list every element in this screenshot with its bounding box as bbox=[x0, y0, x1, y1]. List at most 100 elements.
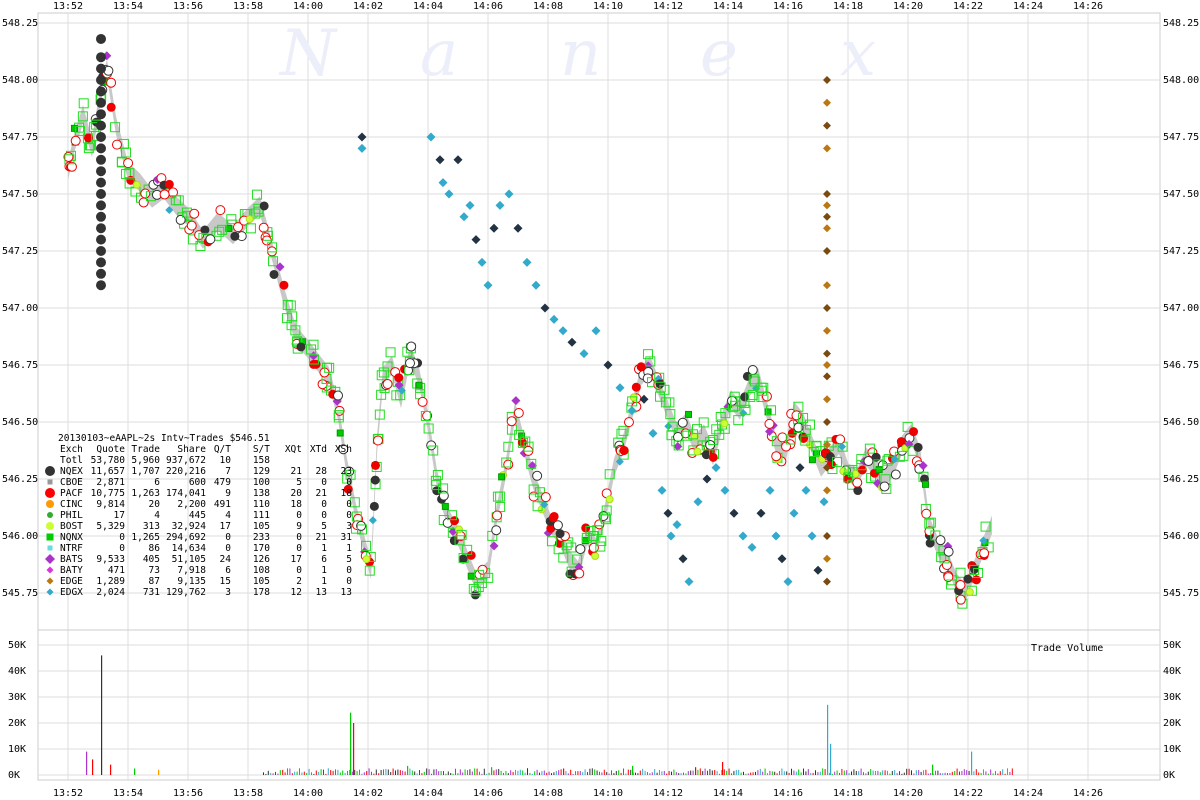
volume-bar bbox=[541, 771, 543, 775]
trade-mark bbox=[804, 419, 815, 430]
quote-mark bbox=[666, 531, 676, 541]
volume-bar bbox=[510, 770, 512, 775]
y-tick-label: 545.75 bbox=[1163, 588, 1199, 599]
volume-bar bbox=[479, 771, 480, 775]
quote-mark bbox=[823, 440, 831, 449]
trade-mark bbox=[513, 407, 524, 418]
trade-mark bbox=[364, 565, 375, 576]
volume-bar bbox=[767, 773, 768, 775]
volume-bar bbox=[158, 769, 160, 775]
trade-mark bbox=[605, 495, 614, 504]
x-tick-label: 13:56 bbox=[173, 1, 203, 12]
trade-mark bbox=[492, 510, 503, 521]
trade-mark bbox=[351, 511, 362, 522]
trade-mark bbox=[771, 451, 782, 462]
legend-cell: 2 bbox=[296, 576, 302, 587]
trade-mark bbox=[267, 242, 278, 253]
trade-mark bbox=[864, 443, 875, 454]
trade-mark bbox=[123, 158, 134, 169]
trade-mark bbox=[740, 392, 750, 402]
trade-mark bbox=[970, 564, 980, 574]
quote-mark bbox=[438, 178, 448, 188]
volume-bar bbox=[483, 768, 485, 775]
trade-mark bbox=[214, 226, 225, 237]
volume-bar bbox=[323, 769, 324, 775]
volume-bar bbox=[419, 770, 420, 775]
volume-bar bbox=[375, 769, 377, 775]
volume-bar bbox=[978, 772, 980, 775]
legend-cell: 18 bbox=[341, 488, 353, 499]
trade-mark bbox=[262, 230, 273, 241]
watermark-letter: N bbox=[278, 17, 338, 91]
volume-bar bbox=[896, 773, 898, 775]
volume-bar bbox=[601, 772, 603, 775]
trade-mark bbox=[454, 525, 463, 534]
trade-mark bbox=[693, 447, 702, 456]
trade-mark bbox=[798, 412, 809, 423]
trade-mark bbox=[720, 419, 729, 428]
trade-mark bbox=[370, 475, 380, 485]
volume-bar bbox=[954, 770, 956, 775]
volume-bar bbox=[630, 769, 632, 775]
volume-bar bbox=[548, 771, 550, 775]
legend-cell: 0 bbox=[296, 510, 302, 521]
legend-cell: 294,692 bbox=[166, 532, 206, 543]
legend-cell: 0 bbox=[321, 477, 327, 488]
volume-bar bbox=[402, 770, 404, 775]
volume-bar bbox=[805, 771, 807, 775]
volume-bar bbox=[923, 770, 924, 775]
volume-bar bbox=[263, 772, 264, 775]
y-tick-label: 546.25 bbox=[2, 474, 38, 485]
quote-mark bbox=[783, 577, 793, 587]
legend-cell: 13 bbox=[341, 587, 352, 598]
x-tick-label: 14:16 bbox=[773, 788, 803, 799]
volume-bar bbox=[306, 772, 308, 775]
trade-mark bbox=[415, 381, 423, 389]
volume-bar bbox=[467, 770, 468, 775]
volume-bar bbox=[575, 771, 576, 775]
volume-bar bbox=[764, 768, 766, 775]
volume-bar bbox=[944, 772, 946, 775]
quote-mark bbox=[918, 461, 928, 471]
trade-mark bbox=[925, 538, 935, 548]
volume-bar bbox=[891, 771, 893, 775]
volume-bar bbox=[661, 771, 663, 775]
legend-title: 20130103~eAAPL~2s Intv~Trades $546.51 bbox=[58, 433, 270, 444]
legend-cell: 731 bbox=[143, 587, 160, 598]
legend-cell: 9,135 bbox=[177, 576, 206, 587]
trade-mark bbox=[492, 491, 503, 502]
trade-mark bbox=[654, 372, 665, 383]
volume-bar bbox=[270, 772, 272, 775]
trade-mark bbox=[361, 540, 372, 551]
trade-mark bbox=[317, 379, 328, 390]
quote-mark bbox=[819, 497, 829, 507]
legend-cell: 108 bbox=[253, 565, 270, 576]
volume-bar bbox=[534, 771, 536, 775]
trade-mark bbox=[382, 379, 393, 390]
trade-mark bbox=[898, 450, 909, 461]
legend-cell: 105 bbox=[253, 521, 270, 532]
volume-bar bbox=[867, 771, 869, 775]
trade-mark bbox=[253, 206, 264, 217]
legend-cell: 1,265 bbox=[131, 532, 160, 543]
volume-bar bbox=[687, 771, 689, 775]
volume-bar bbox=[620, 772, 622, 775]
legend-cell: 87 bbox=[149, 576, 160, 587]
quote-mark bbox=[823, 98, 831, 107]
quote-mark bbox=[823, 577, 831, 586]
volume-bar bbox=[743, 771, 744, 775]
watermark-letter: a bbox=[420, 17, 458, 91]
volume-bar bbox=[987, 773, 989, 775]
volume-bar bbox=[567, 773, 569, 775]
legend-cell: 12 bbox=[291, 587, 302, 598]
volume-bar bbox=[939, 773, 941, 775]
trade-mark bbox=[800, 435, 811, 446]
volume-bar bbox=[618, 770, 620, 775]
volume-bar bbox=[920, 771, 922, 775]
quote-mark bbox=[823, 463, 831, 472]
volume-bar bbox=[872, 770, 874, 775]
volume-bar bbox=[505, 771, 507, 775]
trade-mark bbox=[96, 268, 106, 279]
volume-bar bbox=[863, 772, 864, 775]
trade-mark bbox=[965, 587, 974, 596]
